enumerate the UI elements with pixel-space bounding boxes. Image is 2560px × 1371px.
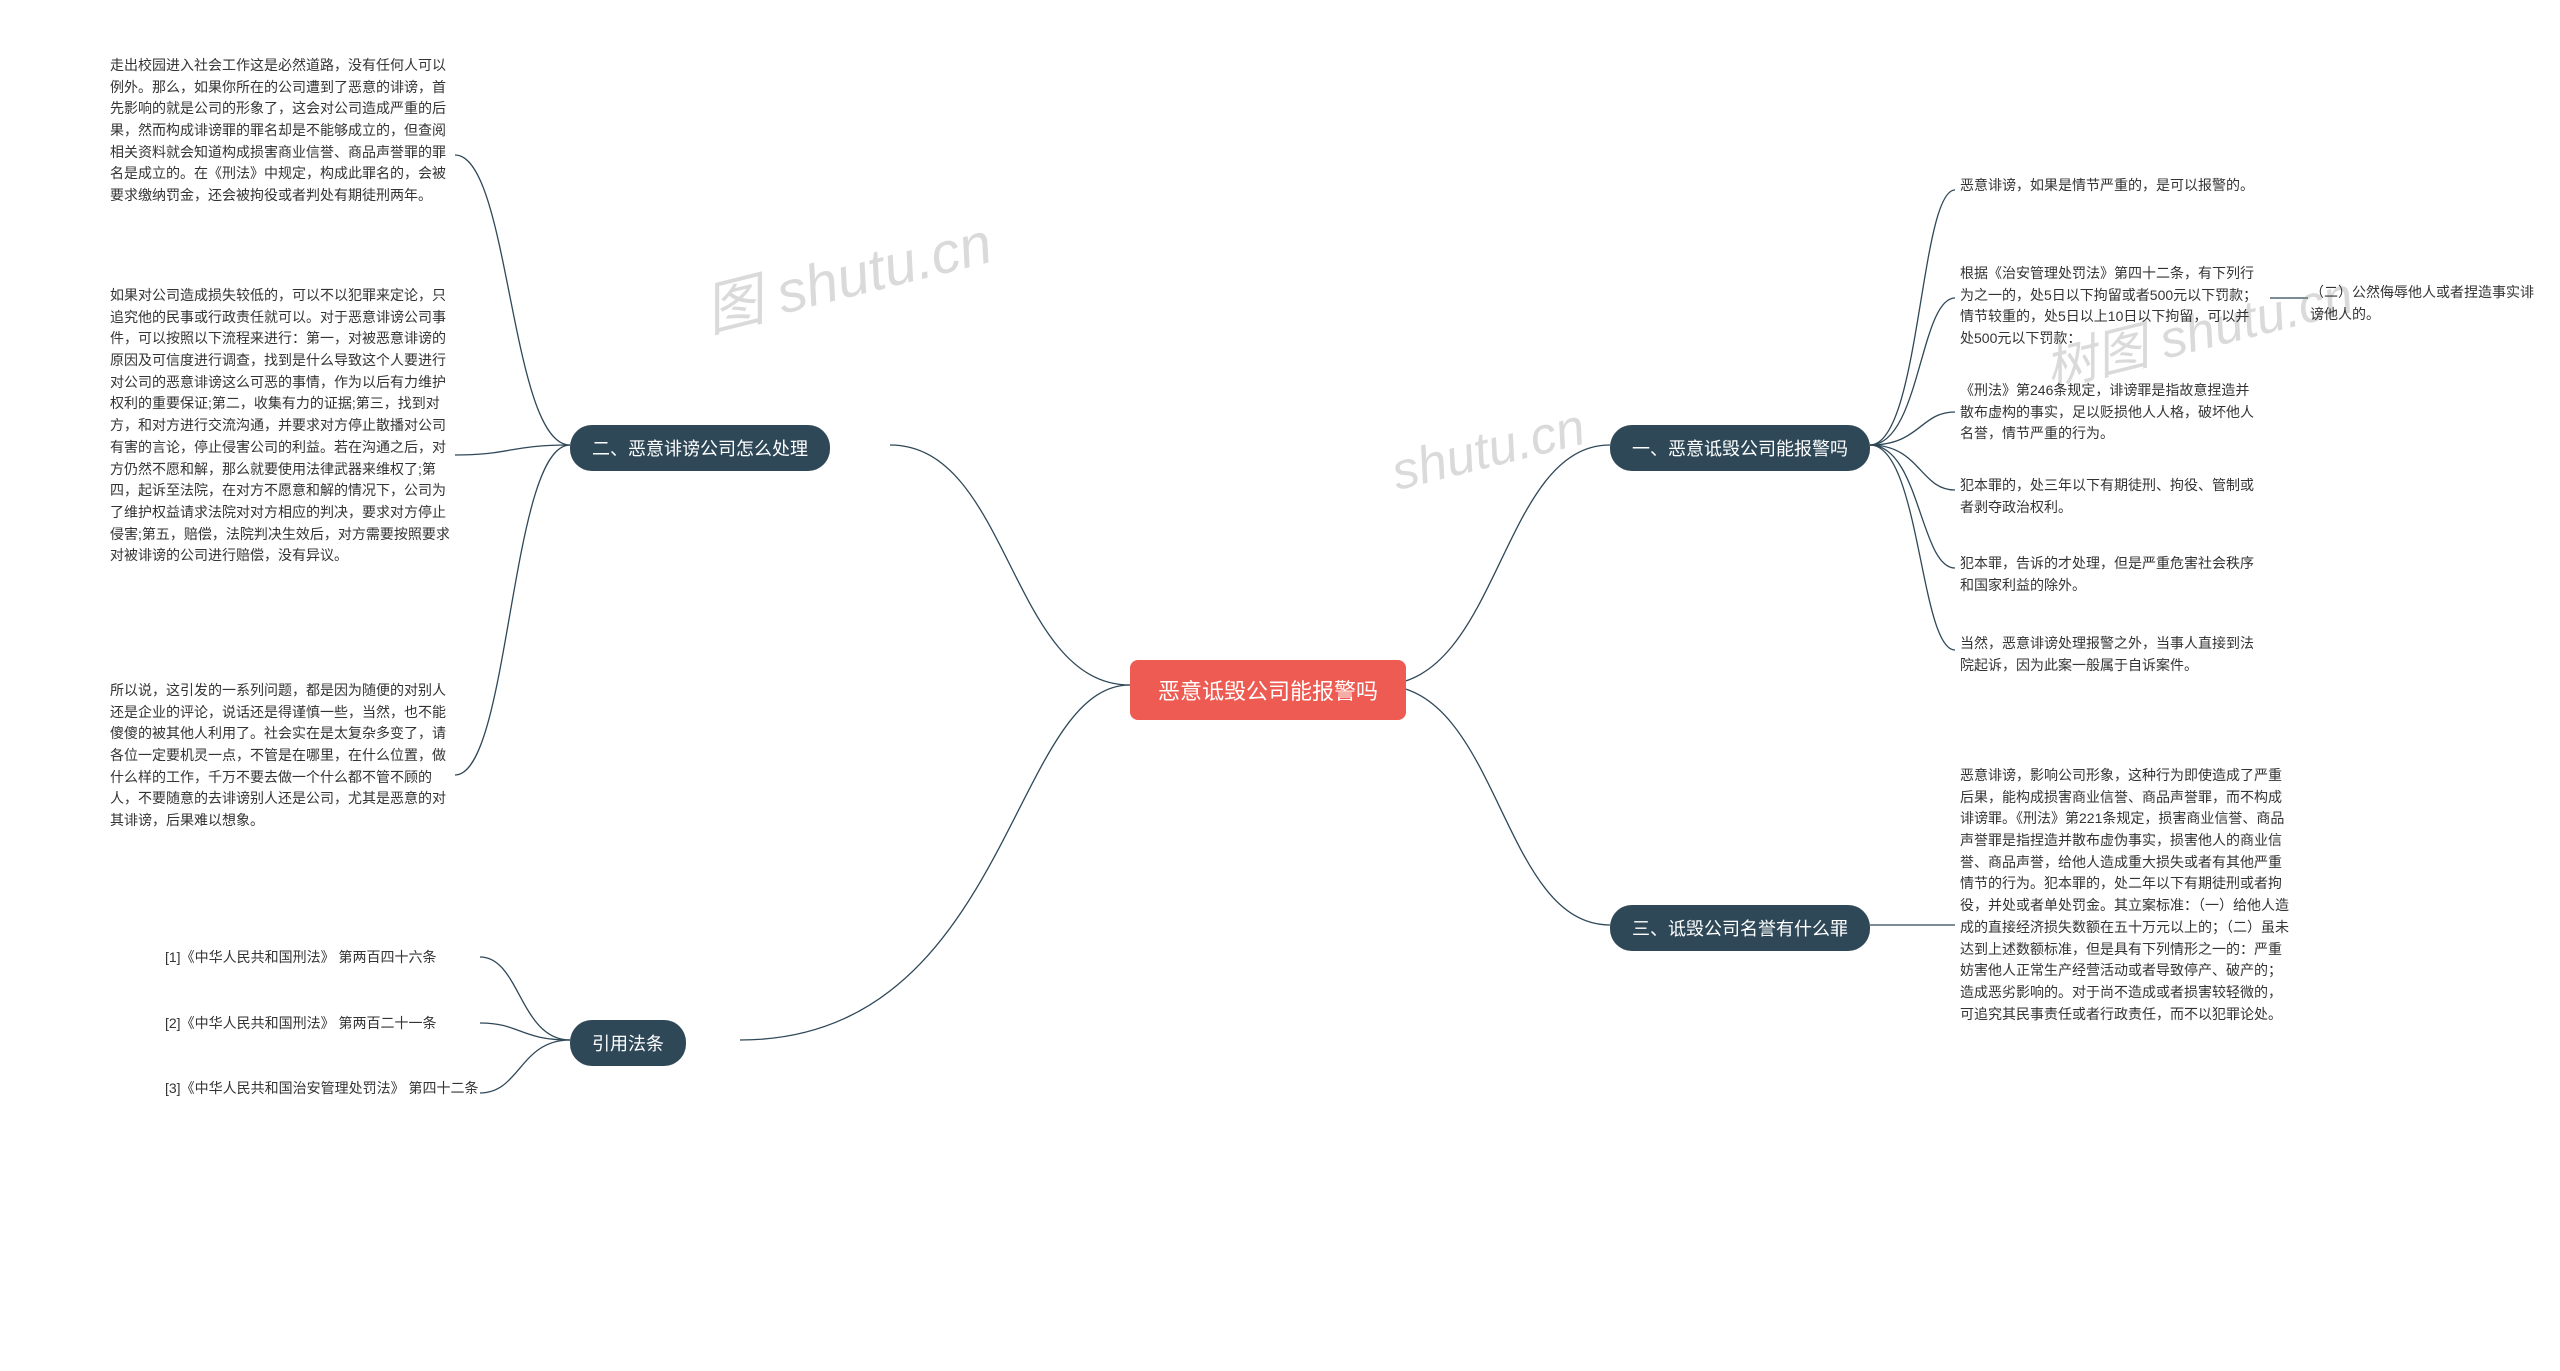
branch-node-l2[interactable]: 二、恶意诽谤公司怎么处理: [570, 425, 830, 471]
leaf-node: 所以说，这引发的一系列问题，都是因为随便的对别人还是企业的评论，说话还是得谨慎一…: [110, 680, 450, 832]
leaf-node: 如果对公司造成损失较低的，可以不以犯罪来定论，只追究他的民事或行政责任就可以。对…: [110, 285, 450, 567]
leaf-node: [2]《中华人民共和国刑法》 第两百二十一条: [165, 1013, 436, 1035]
leaf-node: 根据《治安管理处罚法》第四十二条，有下列行为之一的，处5日以下拘留或者500元以…: [1960, 263, 2260, 350]
leaf-node: 恶意诽谤，影响公司形象，这种行为即使造成了严重后果，能构成损害商业信誉、商品声誉…: [1960, 765, 2290, 1025]
leaf-node: （二）公然侮辱他人或者捏造事实诽谤他人的。: [2310, 282, 2540, 325]
leaf-node: [3]《中华人民共和国治安管理处罚法》 第四十二条: [165, 1078, 478, 1100]
leaf-node: 走出校园进入社会工作这是必然道路，没有任何人可以例外。那么，如果你所在的公司遭到…: [110, 55, 450, 207]
mindmap-canvas: 图 shutu.cn shutu.cn 树图 shutu.cn 恶意诋毁公司能报…: [0, 0, 2560, 1371]
watermark: 图 shutu.cn: [694, 196, 999, 348]
branch-node-l4[interactable]: 引用法条: [570, 1020, 686, 1066]
leaf-node: 犯本罪的，处三年以下有期徒刑、拘役、管制或者剥夺政治权利。: [1960, 475, 2260, 518]
center-node[interactable]: 恶意诋毁公司能报警吗: [1130, 660, 1406, 720]
leaf-node: [1]《中华人民共和国刑法》 第两百四十六条: [165, 947, 436, 969]
branch-node-r3[interactable]: 三、诋毁公司名誉有什么罪: [1610, 905, 1870, 951]
leaf-node: 犯本罪，告诉的才处理，但是严重危害社会秩序和国家利益的除外。: [1960, 553, 2260, 596]
leaf-node: 当然，恶意诽谤处理报警之外，当事人直接到法院起诉，因为此案一般属于自诉案件。: [1960, 633, 2260, 676]
branch-node-r1[interactable]: 一、恶意诋毁公司能报警吗: [1610, 425, 1870, 471]
leaf-node: 《刑法》第246条规定，诽谤罪是指故意捏造并散布虚构的事实，足以贬损他人人格，破…: [1960, 380, 2260, 445]
watermark: shutu.cn: [1386, 397, 1591, 503]
leaf-node: 恶意诽谤，如果是情节严重的，是可以报警的。: [1960, 175, 2254, 197]
